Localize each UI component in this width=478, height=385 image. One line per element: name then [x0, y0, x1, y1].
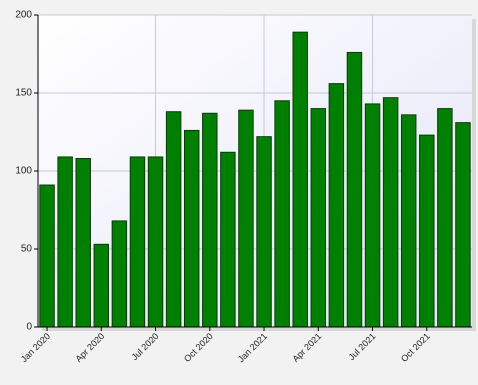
bar	[57, 156, 73, 328]
x-tick-label: Jul 2021	[347, 331, 378, 362]
bar	[419, 134, 435, 328]
bar	[183, 129, 200, 328]
x-tick-label: Apr 2020	[73, 331, 106, 364]
y-tick-label: 200	[15, 10, 32, 21]
bar	[238, 109, 254, 328]
bar	[39, 184, 55, 328]
bar	[364, 103, 381, 328]
bar	[328, 83, 345, 328]
bar	[437, 108, 453, 328]
bar	[455, 122, 471, 328]
bar	[310, 108, 327, 328]
x-tick-label: Jan 2020	[19, 331, 52, 364]
bar	[165, 111, 182, 328]
bar	[147, 156, 164, 328]
bar	[346, 51, 363, 328]
bar	[382, 97, 399, 328]
x-tick-label: Oct 2020	[182, 331, 215, 364]
x-tick-label: Oct 2021	[399, 331, 432, 364]
bar	[111, 220, 128, 328]
bar	[93, 243, 110, 328]
x-tick-label: Apr 2021	[290, 331, 323, 364]
x-tick-label: Jul 2020	[130, 331, 161, 362]
y-tick-label: 0	[26, 322, 32, 333]
bar	[274, 100, 290, 328]
y-tick-label: 150	[15, 88, 32, 99]
bar	[292, 31, 308, 328]
y-tick-label: 50	[21, 244, 33, 255]
bar	[220, 151, 236, 328]
bar	[129, 156, 146, 328]
bar	[202, 112, 218, 328]
x-tick-label: Jan 2021	[236, 331, 269, 364]
y-tick-label: 100	[15, 166, 32, 177]
bar	[400, 114, 417, 328]
bar	[75, 158, 91, 328]
bar	[256, 136, 272, 328]
